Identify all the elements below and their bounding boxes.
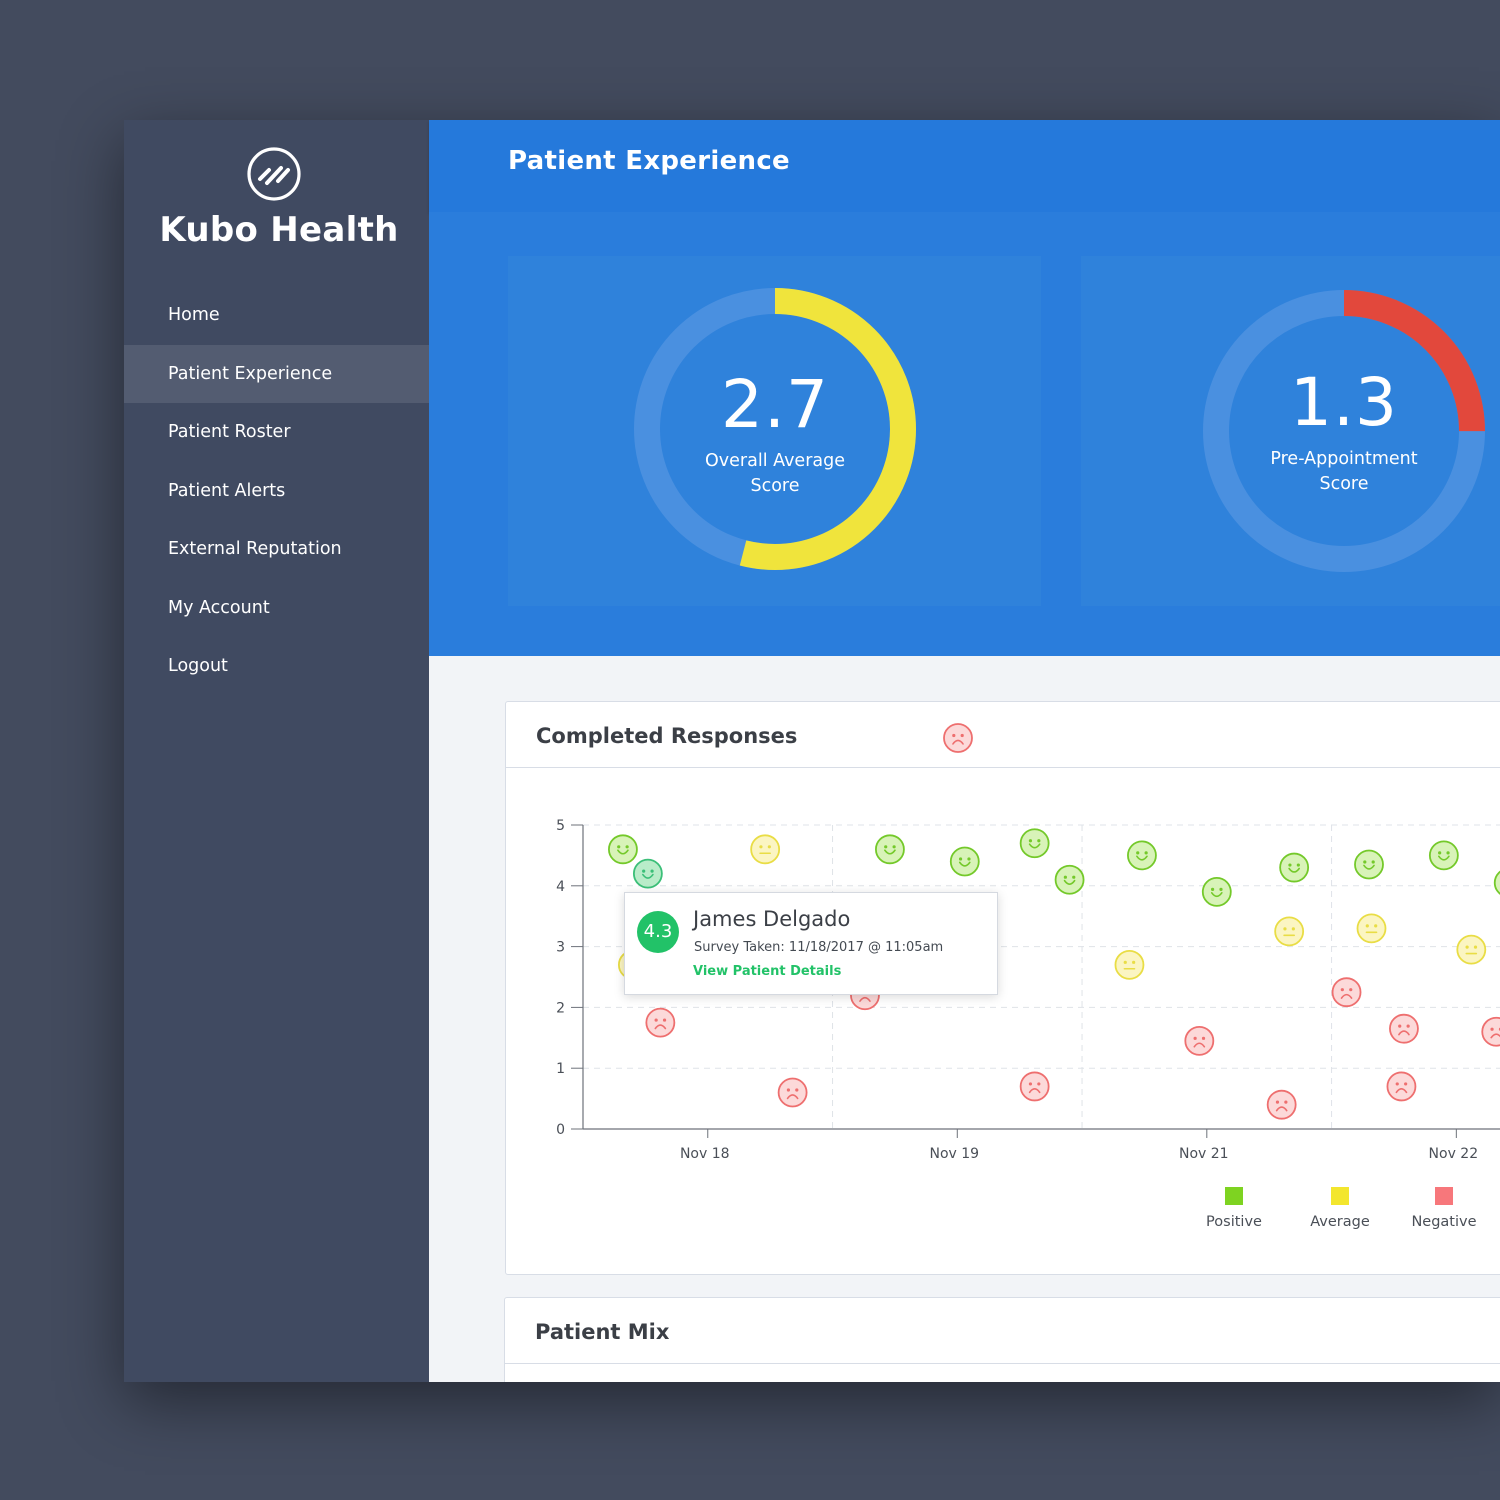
sidebar-item-logout[interactable]: Logout: [168, 656, 228, 676]
legend-swatch-positive: [1225, 1187, 1243, 1205]
legend-negative[interactable]: Negative: [1399, 1187, 1489, 1230]
legend-label-average: Average: [1310, 1214, 1370, 1230]
smiley-face-icon[interactable]: [1054, 864, 1085, 895]
sad-face-icon[interactable]: [1266, 1089, 1297, 1120]
x-tick-label: Nov 21: [1179, 1146, 1229, 1162]
neutral-face-icon[interactable]: [1456, 934, 1487, 965]
overall-score-value: 2.7: [721, 366, 829, 443]
pre-appointment-score-card: 1.3 Pre-Appointment Score: [1081, 256, 1500, 606]
pre-appointment-score-label-line1: Pre-Appointment: [1270, 449, 1418, 469]
main-content: Patient Experience 2.7 Overall Average S…: [429, 120, 1500, 1382]
y-tick-label: 0: [556, 1122, 565, 1138]
smiley-face-icon[interactable]: [1428, 840, 1459, 871]
sad-face-icon[interactable]: [1389, 1013, 1419, 1044]
page-title: Patient Experience: [508, 146, 790, 176]
neutral-face-icon[interactable]: [1356, 913, 1387, 944]
y-tick-label: 3: [556, 940, 565, 956]
sad-face-icon[interactable]: [1331, 977, 1362, 1008]
patient-mix-title: Patient Mix: [535, 1320, 670, 1344]
overall-score-label-line2: Score: [750, 476, 800, 496]
overall-score-label: Overall Average Score: [665, 449, 885, 499]
neutral-face-icon[interactable]: [1114, 949, 1145, 980]
sad-face-icon[interactable]: [777, 1077, 808, 1108]
pre-appointment-score-label-line2: Score: [1319, 474, 1369, 494]
sad-face-icon[interactable]: [1386, 1071, 1417, 1102]
top-bar: Patient Experience: [429, 120, 1500, 212]
legend-swatch-average: [1331, 1187, 1349, 1205]
sad-face-icon[interactable]: [1019, 1071, 1050, 1102]
sad-face-icon[interactable]: [645, 1007, 676, 1038]
sidebar-item-patient-experience[interactable]: Patient Experience: [124, 344, 429, 403]
pre-appointment-score-ring: [1203, 290, 1485, 572]
sidebar-item-patient-alerts[interactable]: Patient Alerts: [168, 480, 286, 501]
overall-score-label-line1: Overall Average: [705, 451, 845, 471]
legend-label-positive: Positive: [1206, 1214, 1262, 1230]
kubo-logo-icon: [247, 147, 301, 201]
sad-face-icon[interactable]: [943, 723, 973, 753]
smiley-face-icon[interactable]: [1019, 828, 1050, 859]
app-window: Kubo Health Home Patient Experience Patien…: [124, 120, 1500, 1382]
smiley-face-icon[interactable]: [1493, 869, 1500, 897]
sidebar-item-patient-roster[interactable]: Patient Roster: [168, 422, 291, 442]
panel-divider: [505, 1363, 1500, 1364]
sad-face-icon[interactable]: [1184, 1025, 1215, 1056]
overall-score-card: 2.7 Overall Average Score: [508, 256, 1041, 606]
survey-taken-text: Survey Taken: 11/18/2017 @ 11:05am: [694, 940, 944, 955]
legend-swatch-negative: [1435, 1187, 1453, 1205]
patient-score-badge: 4.3: [637, 911, 679, 953]
sidebar-item-my-account[interactable]: My Account: [168, 597, 270, 618]
smiley-face-icon[interactable]: [1354, 849, 1384, 880]
smiley-face-icon[interactable]: [875, 834, 905, 865]
overall-score-ring: [634, 288, 916, 570]
neutral-face-icon[interactable]: [750, 834, 781, 865]
smiley-face-icon[interactable]: [1201, 876, 1232, 907]
score-hero: 2.7 Overall Average Score 1.3 Pre-Appoin…: [429, 212, 1500, 656]
neutral-face-icon[interactable]: [1274, 916, 1305, 947]
legend-average[interactable]: Average: [1295, 1187, 1385, 1230]
x-tick-label: Nov 18: [680, 1146, 730, 1162]
completed-responses-title: Completed Responses: [536, 724, 798, 748]
brand-name: Kubo Health: [159, 210, 399, 250]
panel-divider: [506, 767, 1500, 768]
x-tick-label: Nov 22: [1429, 1146, 1479, 1162]
view-patient-details-link[interactable]: View Patient Details: [693, 964, 842, 979]
legend-positive[interactable]: Positive: [1189, 1187, 1279, 1230]
responses-scatter-chart: 0 1 2 3 4 5 Nov 18 Nov 19 Nov 21 Nov 22: [556, 818, 1500, 1162]
patient-name: James Delgado: [693, 907, 851, 931]
pre-appointment-score-value: 1.3: [1290, 364, 1398, 441]
smiley-face-icon[interactable]: [949, 846, 980, 877]
patient-mix-panel: Patient Mix: [504, 1297, 1500, 1382]
patient-tooltip: 4.3 James Delgado Survey Taken: 11/18/20…: [624, 892, 998, 995]
sidebar-nav: Home Patient Experience Patient Roster Pati…: [124, 286, 429, 696]
legend-label-negative: Negative: [1411, 1214, 1477, 1230]
x-tick-label: Nov 19: [929, 1146, 979, 1162]
y-tick-label: 2: [556, 1000, 565, 1016]
pre-appointment-score-label: Pre-Appointment Score: [1234, 447, 1454, 497]
sidebar: Kubo Health Home Patient Experience Patien…: [124, 120, 429, 1382]
smiley-face-icon[interactable]: [608, 834, 638, 865]
y-tick-label: 5: [556, 818, 565, 834]
sidebar-item-external-reputation[interactable]: External Reputation: [168, 539, 342, 559]
y-tick-label: 1: [556, 1061, 565, 1077]
smiley-face-icon[interactable]: [1279, 852, 1310, 883]
smiley-face-icon[interactable]: [1127, 840, 1157, 871]
completed-responses-panel: Completed Responses 0 1 2 3 4 5 Nov 18 Nov 19 No…: [505, 701, 1500, 1275]
y-tick-label: 4: [556, 879, 565, 895]
smiley-face-icon[interactable]: [632, 858, 663, 889]
sidebar-item-home[interactable]: Home: [168, 305, 220, 325]
sad-face-icon[interactable]: [1481, 1016, 1500, 1047]
sad-face-icon[interactable]: [942, 722, 974, 754]
